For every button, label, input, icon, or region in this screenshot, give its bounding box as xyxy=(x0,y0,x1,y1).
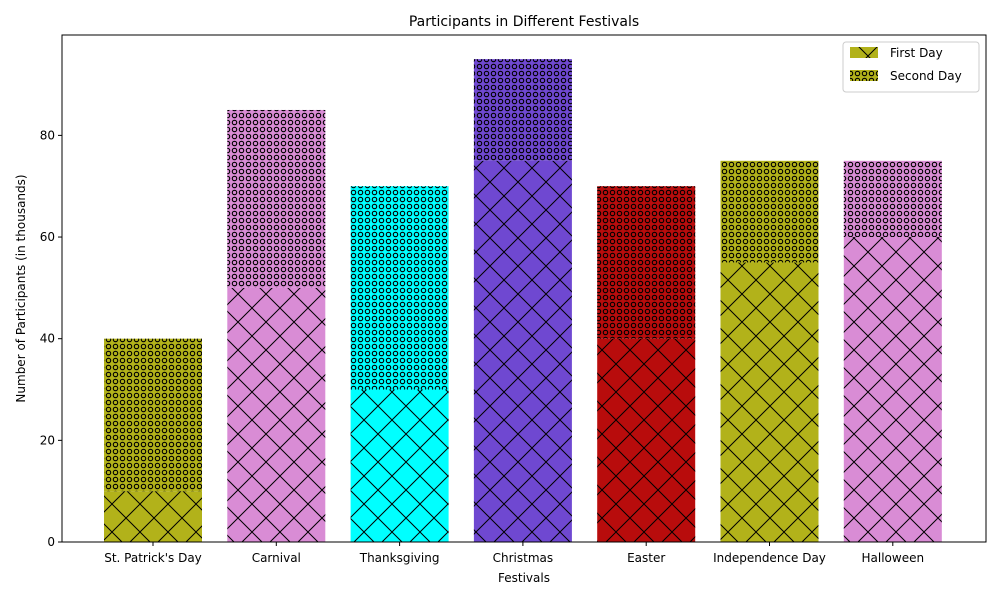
bar-hatch-second-day-2 xyxy=(350,186,449,390)
x-tick-label-4: Easter xyxy=(627,551,665,565)
y-tick-label-4: 80 xyxy=(40,128,55,142)
bar-hatch-second-day-0 xyxy=(104,338,202,492)
bar-hatch-second-day-5 xyxy=(720,160,819,263)
x-tick-label-0: St. Patrick's Day xyxy=(104,551,202,565)
legend: First Day Second Day xyxy=(842,41,980,93)
y-tick-label-3: 60 xyxy=(40,230,55,244)
y-tick-label-1: 20 xyxy=(40,433,55,447)
x-tick-label-2: Thanksgiving xyxy=(359,551,440,565)
x-tick-label-6: Halloween xyxy=(862,551,925,565)
bar-hatch-first-day-2 xyxy=(350,389,449,542)
plot-frame xyxy=(61,34,987,543)
bar-hatch-first-day-5 xyxy=(720,262,819,542)
y-tick-label-0: 0 xyxy=(47,535,55,549)
x-tick-label-1: Carnival xyxy=(252,551,301,565)
bar-hatch-second-day-6 xyxy=(843,160,942,238)
legend-swatch-first-day-hatch xyxy=(850,47,878,58)
bar-hatch-first-day-6 xyxy=(843,237,942,542)
x-axis-ticks: St. Patrick's Day Carnival Thanksgiving Chr… xyxy=(104,542,924,565)
bars-layer xyxy=(104,59,942,542)
bar-hatch-second-day-1 xyxy=(227,109,326,288)
legend-label-first-day: First Day xyxy=(890,46,943,60)
bar-hatch-first-day-3 xyxy=(473,160,572,542)
y-axis-ticks: 0 20 40 60 80 xyxy=(40,128,62,549)
legend-swatch-second-day-hatch xyxy=(850,70,878,81)
bar-hatch-second-day-3 xyxy=(473,59,572,161)
y-axis-label: Number of Participants (in thousands) xyxy=(14,174,28,402)
x-tick-label-3: Christmas xyxy=(493,551,554,565)
x-tick-label-5: Independence Day xyxy=(713,551,826,565)
y-tick-label-2: 40 xyxy=(40,332,55,346)
x-axis-label: Festivals xyxy=(498,571,550,585)
legend-label-second-day: Second Day xyxy=(890,69,962,83)
bar-hatch-second-day-4 xyxy=(597,186,696,339)
bar-hatch-first-day-1 xyxy=(227,287,326,542)
bar-hatch-first-day-4 xyxy=(597,338,696,542)
bar-hatch-first-day-0 xyxy=(104,491,202,542)
chart-title: Participants in Different Festivals xyxy=(409,14,639,30)
